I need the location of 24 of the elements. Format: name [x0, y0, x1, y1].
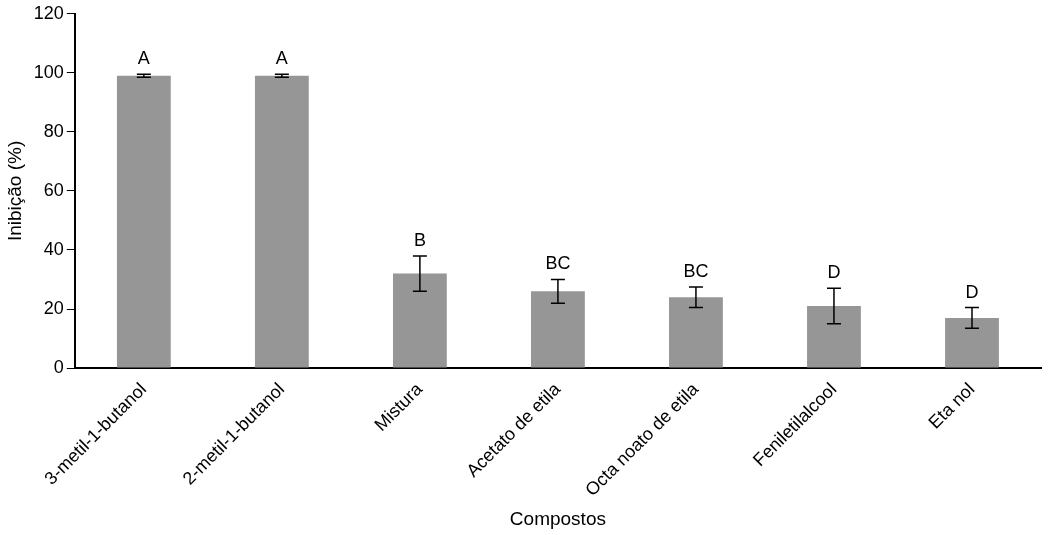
annotation: B — [413, 229, 426, 250]
y-tick-label: 20 — [43, 298, 64, 318]
bar — [531, 291, 585, 368]
y-tick-label: 120 — [33, 2, 64, 23]
annotation: BC — [545, 253, 571, 274]
bar — [669, 297, 723, 368]
bar — [945, 317, 999, 368]
bar — [807, 306, 861, 368]
annotation: D — [965, 281, 979, 302]
y-tick-label: 80 — [43, 120, 64, 141]
bar — [116, 75, 171, 368]
annotation: A — [275, 48, 288, 69]
y-axis-title: Inibição (%) — [3, 140, 25, 242]
x-axis-title: Compostos — [509, 507, 606, 529]
annotation: BC — [683, 260, 709, 281]
y-tick-label: 40 — [43, 238, 64, 259]
x-tick-label: Eta nol — [924, 378, 979, 433]
bar — [254, 75, 309, 368]
y-tick-label: 60 — [43, 179, 64, 200]
annotation: A — [137, 48, 150, 69]
annotation: D — [827, 262, 841, 283]
y-tick-label: 100 — [33, 61, 64, 82]
y-tick-label: 0 — [53, 357, 64, 378]
bar — [392, 273, 447, 368]
